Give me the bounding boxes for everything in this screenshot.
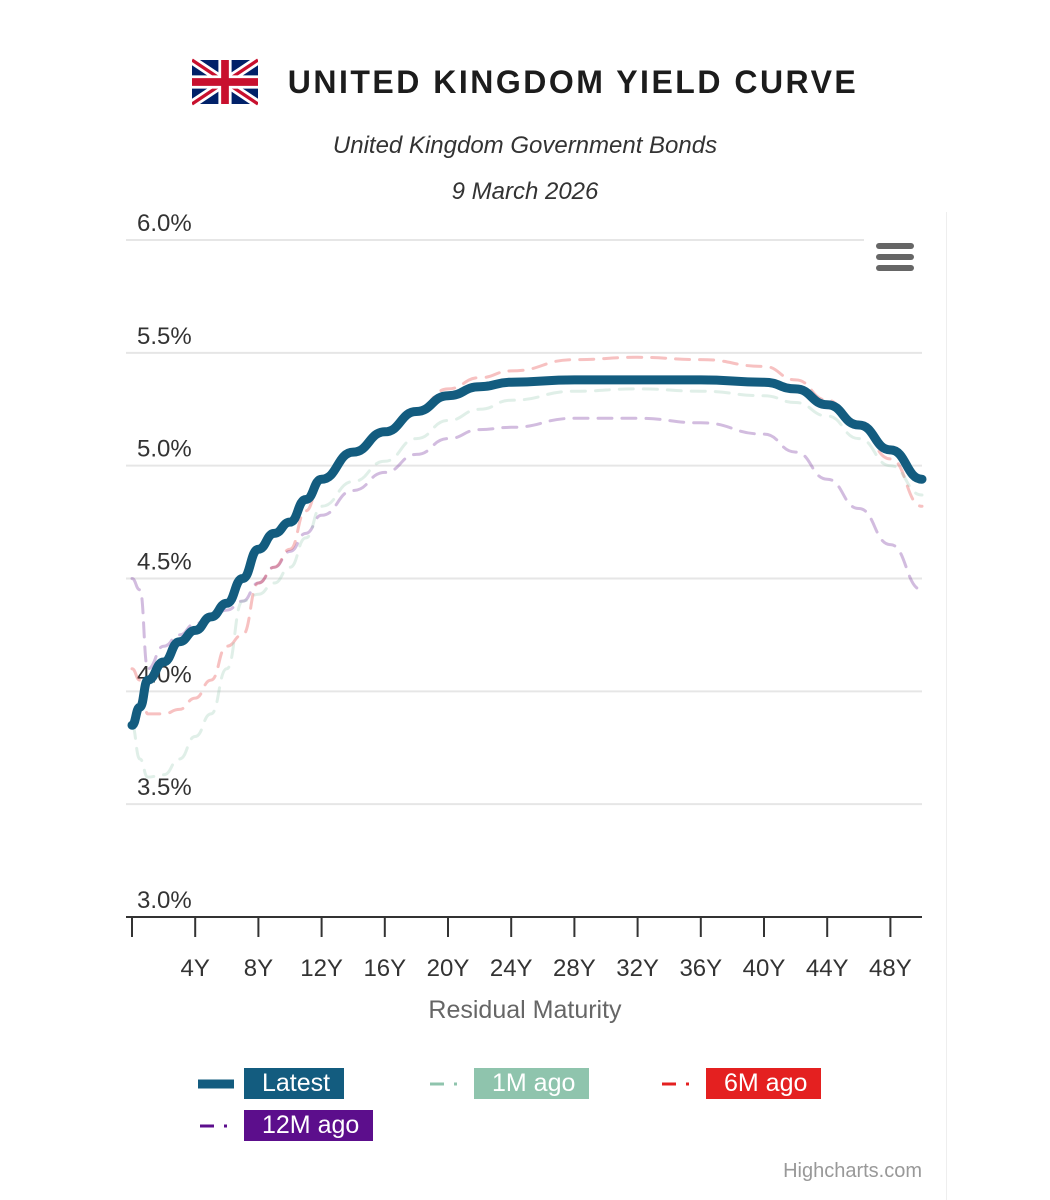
x-tick-label: 40Y <box>743 955 786 982</box>
hamburger-menu-icon <box>872 243 918 271</box>
series-line-six-month[interactable] <box>130 355 924 716</box>
x-axis-title: Residual Maturity <box>428 996 622 1024</box>
x-tick-label: 12Y <box>300 955 343 982</box>
x-tick-label: 24Y <box>490 955 533 982</box>
series-line-latest[interactable] <box>127 375 927 730</box>
legend-label-12m-ago: 12M ago <box>244 1110 374 1141</box>
chart-title: UNITED KINGDOM YIELD CURVE <box>287 63 859 100</box>
chart-date: 9 March 2026 <box>451 178 599 205</box>
x-tick-label: 36Y <box>679 955 722 982</box>
legend-label-1m-ago: 1M ago <box>474 1068 590 1099</box>
x-tick-label: 48Y <box>869 955 912 982</box>
x-tick-label: 8Y <box>244 955 273 982</box>
y-tick-label: 5.5% <box>137 323 192 350</box>
series-lines <box>127 355 927 779</box>
x-tick-label: 44Y <box>806 955 849 982</box>
legend-item-6m-ago[interactable]: 6M ago <box>660 1068 822 1099</box>
chart-panel <box>0 212 947 1200</box>
legend-item-1m-ago[interactable]: 1M ago <box>428 1068 590 1099</box>
legend-label-6m-ago: 6M ago <box>706 1068 822 1099</box>
legend-symbol-12m-ago <box>200 1124 234 1127</box>
legend-item-12m-ago[interactable]: 12M ago <box>198 1110 374 1141</box>
y-tick-label: 6.0% <box>137 210 192 237</box>
legend: Latest 1M ago 6M ago 12M ago <box>198 1068 898 1148</box>
uk-flag-icon <box>191 58 258 106</box>
x-tick-label: 16Y <box>363 955 406 982</box>
legend-symbol-1m-ago <box>430 1082 464 1085</box>
x-tick-label: 20Y <box>427 955 470 982</box>
legend-symbol-latest <box>198 1079 234 1088</box>
y-tick-label: 3.0% <box>137 887 192 914</box>
y-tick-label: 5.0% <box>137 436 192 463</box>
y-tick-label: 4.5% <box>137 549 192 576</box>
chart-subtitle: United Kingdom Government Bonds <box>332 132 718 159</box>
credits-link[interactable]: Highcharts.com <box>783 1160 922 1182</box>
legend-label-latest: Latest <box>244 1068 345 1099</box>
x-tick-label: 28Y <box>553 955 596 982</box>
x-axis: 4Y 8Y 12Y 16Y 20Y 24Y 28Y 32Y 36Y 40Y 44Y 48Y <box>126 916 922 982</box>
grid-lines <box>126 239 922 806</box>
chart-header: UNITED KINGDOM YIELD CURVE <box>0 58 1050 106</box>
y-tick-label: 3.5% <box>137 774 192 801</box>
x-tick-label: 4Y <box>181 955 210 982</box>
x-tick-label: 32Y <box>616 955 659 982</box>
chart-menu-button[interactable] <box>872 240 918 278</box>
legend-item-latest[interactable]: Latest <box>198 1068 345 1099</box>
series-line-one-month[interactable] <box>130 387 924 779</box>
series-line-twelve-month[interactable] <box>130 416 924 671</box>
legend-symbol-6m-ago <box>662 1082 696 1085</box>
y-axis-labels: 3.0%3.5%4.0%4.5%5.0%5.5%6.0% <box>137 210 192 914</box>
